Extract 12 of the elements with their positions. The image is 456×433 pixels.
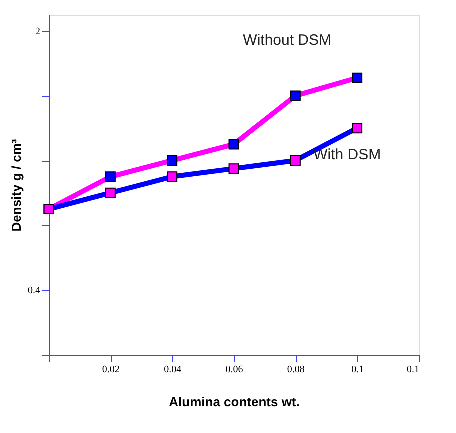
x-tick-label: 0.02 (102, 364, 120, 376)
x-tick-label: 0.1 (352, 364, 364, 376)
x-tick-label: 0.08 (287, 364, 305, 376)
x-axis-title: Alumina contents wt. (169, 394, 300, 410)
text: Without DSM (243, 32, 332, 50)
series-label: With DSM (314, 146, 382, 164)
y-tick-label: 2 (36, 26, 40, 38)
x-tick-label: 0.04 (164, 364, 182, 376)
x-tick-label: 0.1 (407, 364, 420, 376)
y-axis-title: Density g / cm³ (9, 138, 24, 232)
x-tick-label: 0.06 (226, 364, 244, 376)
y-tick-label: 0.4 (28, 286, 40, 297)
